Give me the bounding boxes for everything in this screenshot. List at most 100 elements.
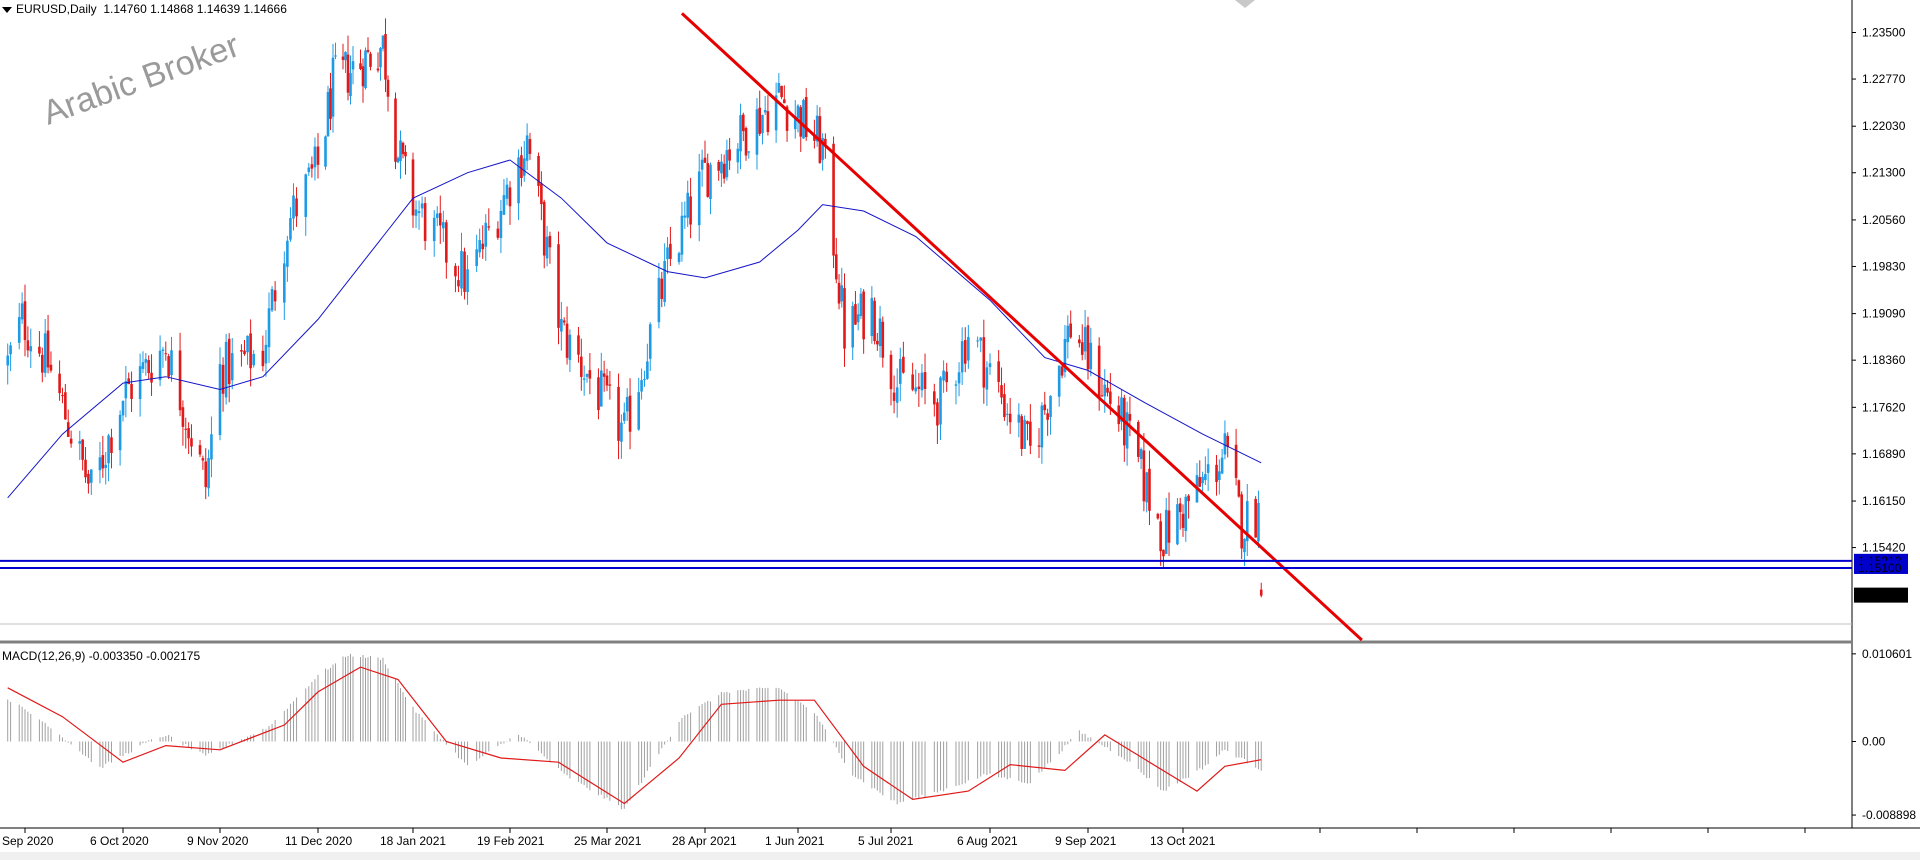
candle — [292, 183, 295, 231]
candle — [911, 362, 914, 392]
candle — [1220, 448, 1224, 475]
candle — [739, 103, 742, 170]
candle — [87, 469, 90, 494]
candle — [29, 328, 33, 368]
time-tick-label: 13 Oct 2021 — [1150, 834, 1216, 848]
candle — [517, 149, 520, 221]
candle — [747, 151, 751, 159]
candle — [878, 305, 882, 358]
candle — [657, 262, 661, 329]
candle — [686, 180, 690, 227]
candle — [249, 319, 252, 387]
candle — [1201, 471, 1204, 492]
candle — [324, 135, 327, 170]
candle — [1008, 397, 1012, 434]
candle — [660, 271, 664, 308]
chart-shift-marker — [1235, 0, 1255, 8]
candle — [783, 85, 786, 104]
candle — [758, 90, 762, 137]
candle — [442, 210, 445, 242]
candle — [997, 350, 1000, 393]
candle — [851, 301, 855, 361]
candle — [540, 171, 543, 221]
candle — [331, 43, 335, 133]
candle — [625, 388, 629, 421]
candle — [1000, 367, 1003, 405]
candle — [1184, 494, 1188, 542]
candle — [359, 49, 362, 71]
candle — [502, 179, 506, 216]
candle — [1142, 433, 1146, 512]
trendline — [680, 12, 1363, 642]
candle — [744, 126, 748, 161]
candle — [78, 430, 82, 460]
candle — [351, 46, 355, 85]
candle — [344, 51, 347, 74]
candle — [227, 333, 231, 403]
candle — [843, 273, 846, 367]
candle — [683, 201, 687, 229]
candle — [889, 350, 893, 406]
candle — [669, 226, 672, 267]
candle — [1020, 414, 1024, 457]
candle — [542, 199, 546, 269]
candle — [963, 327, 967, 373]
candle — [124, 365, 128, 418]
candle — [394, 92, 397, 170]
candle — [1159, 513, 1162, 566]
candle — [273, 281, 277, 311]
candle — [198, 439, 202, 458]
candle — [475, 234, 478, 273]
candle — [438, 195, 442, 244]
candle — [1198, 460, 1202, 487]
svg-text:1.15100: 1.15100 — [1858, 561, 1902, 575]
price-tick-label: 1.20560 — [1862, 213, 1906, 227]
candle — [646, 343, 649, 380]
candle — [560, 301, 563, 351]
price-tick-label: 1.17620 — [1862, 400, 1906, 414]
candle — [1046, 408, 1049, 436]
candle — [61, 387, 64, 404]
candle — [677, 251, 681, 265]
candle — [945, 362, 948, 392]
candle — [1148, 450, 1151, 526]
candle — [914, 369, 918, 395]
candle — [316, 133, 320, 179]
candle — [1167, 492, 1171, 556]
symbol-timeframe: EURUSD,Daily — [16, 2, 97, 16]
candle — [164, 341, 168, 361]
ohlc-values: 1.14760 1.14868 1.14639 1.14666 — [103, 2, 287, 16]
candle — [1215, 455, 1218, 496]
price-tick-label: 1.15420 — [1862, 541, 1906, 555]
candle — [267, 292, 271, 363]
candle — [1037, 428, 1041, 458]
candle — [64, 384, 67, 420]
candle — [1254, 496, 1257, 538]
candle — [1100, 378, 1104, 397]
candle — [942, 360, 945, 393]
candle — [689, 177, 692, 239]
candle — [1063, 324, 1067, 378]
candle — [210, 416, 213, 478]
dropdown-icon[interactable] — [2, 6, 12, 13]
candle — [399, 130, 402, 179]
candle — [1005, 403, 1009, 426]
candle — [545, 225, 549, 267]
candle — [605, 368, 609, 392]
candle — [1078, 334, 1081, 348]
candle — [364, 47, 367, 90]
candle — [585, 373, 589, 383]
candle — [881, 316, 885, 368]
candle — [985, 361, 989, 406]
candle — [107, 433, 110, 482]
candle — [1181, 504, 1185, 537]
candle — [736, 143, 740, 174]
candle — [190, 424, 193, 457]
candle — [663, 243, 666, 307]
candle — [204, 448, 208, 500]
candle — [666, 236, 669, 274]
candle — [346, 35, 350, 101]
candle — [81, 439, 84, 471]
candle — [484, 214, 488, 261]
